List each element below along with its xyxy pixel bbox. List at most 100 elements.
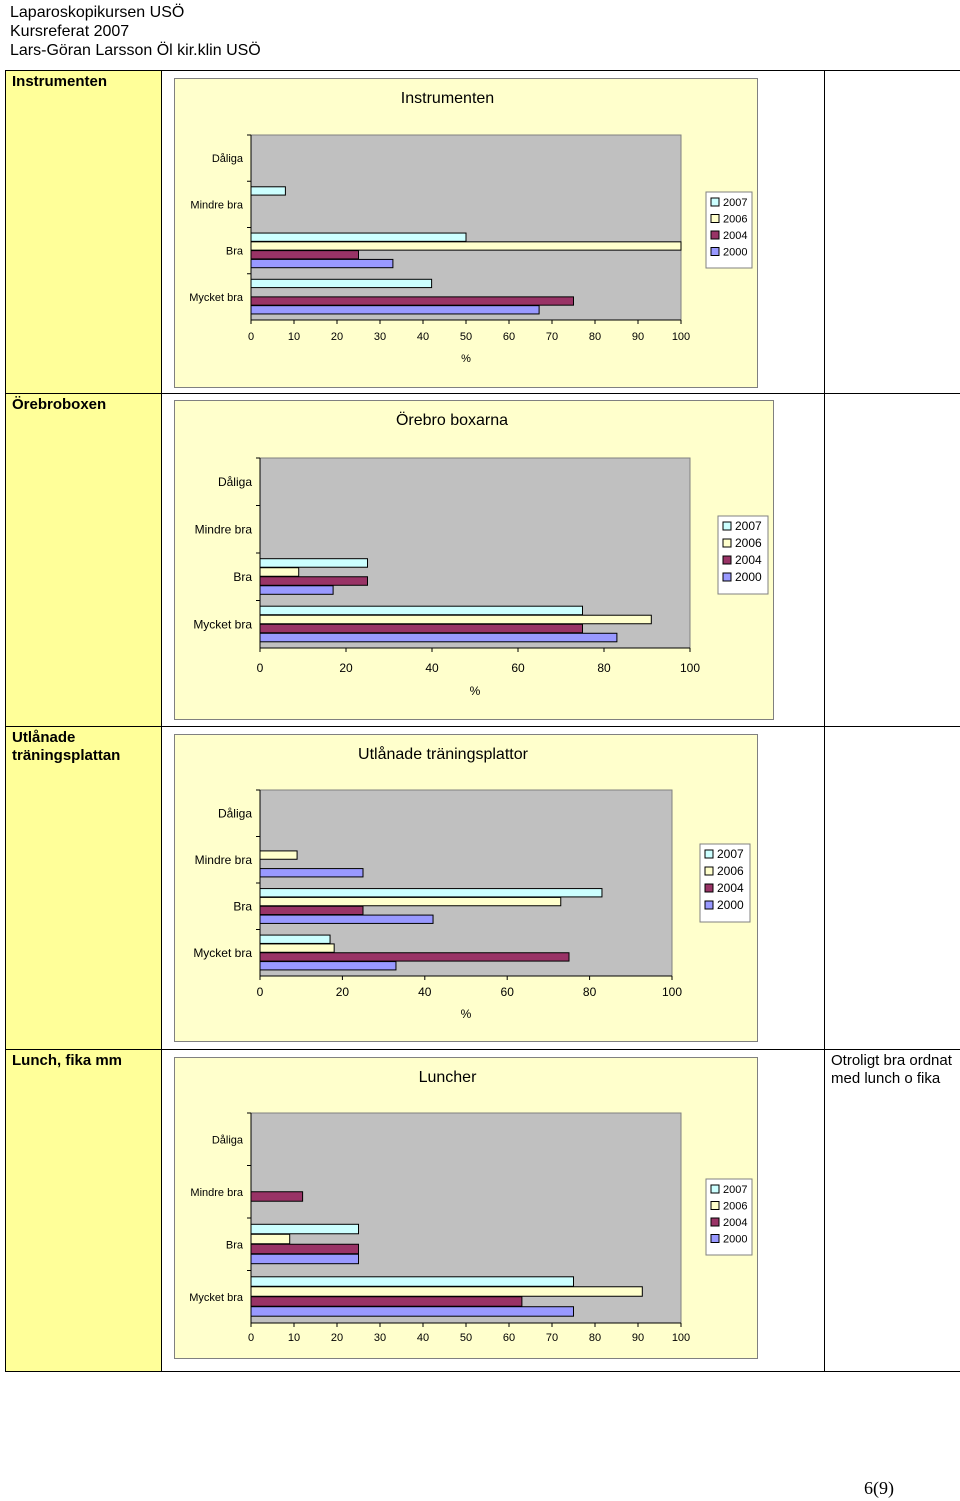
chart-orebro-boxarna: Örebro boxarna 0 20 40 60 80 100% Dåliga Mindre … <box>174 400 774 720</box>
legend-label: 2004 <box>723 230 747 242</box>
x-tick-label: 40 <box>425 661 439 675</box>
legend-swatch <box>710 1184 720 1194</box>
legend-swatch <box>722 555 732 565</box>
bar-2007 <box>259 605 583 616</box>
x-tick-label: 0 <box>257 661 264 675</box>
x-tick-label: 80 <box>597 661 611 675</box>
bar-2006 <box>259 850 298 860</box>
legend-swatch <box>710 214 720 223</box>
y-category-label: Mindre bra <box>190 1187 243 1199</box>
bar-2004 <box>250 1191 304 1202</box>
legend-label: 2007 <box>723 197 747 209</box>
x-tick-label: 10 <box>288 331 300 343</box>
legend-swatch <box>710 197 720 207</box>
bar-2006 <box>259 896 562 907</box>
legend-swatch <box>704 849 714 859</box>
comment-cell <box>824 726 960 1050</box>
bar-2006 <box>250 1286 643 1297</box>
y-category-label: Mindre bra <box>195 522 253 536</box>
x-tick-label: 20 <box>336 985 350 999</box>
bar-2007 <box>250 1223 359 1235</box>
legend-label: 2004 <box>735 553 762 567</box>
bar-2006 <box>259 943 335 953</box>
x-tick-label: 90 <box>632 331 644 343</box>
legend-swatch <box>704 866 714 876</box>
chart-utlanade-traningsplattor: Utlånade träningsplattor 0 20 40 60 80 100% Dål… <box>174 734 758 1042</box>
row-label-cell: Utlånade träningsplattan <box>5 726 162 1050</box>
y-category-label: Dåliga <box>218 806 252 820</box>
bar-2007 <box>259 558 368 568</box>
header-course: Laparoskopikursen USÖ <box>10 4 185 21</box>
bar-2007 <box>250 1276 574 1287</box>
bar-2000 <box>250 1253 359 1265</box>
bar-2004 <box>250 296 574 306</box>
bar-2000 <box>259 961 397 971</box>
bar-2000 <box>259 585 334 595</box>
legend-label: 2004 <box>723 1217 747 1229</box>
x-tick-label: 0 <box>248 331 254 343</box>
row-label: Lunch, fika mm <box>12 1052 123 1069</box>
legend-swatch <box>710 1201 720 1210</box>
bar-2000 <box>250 258 394 269</box>
legend-swatch <box>710 230 720 240</box>
chart-luncher: Luncher 0 10 20 30 40 50 60 70 80 90 100 Dåliga Mindr… <box>174 1057 758 1359</box>
bar-2007 <box>250 278 433 289</box>
bar-2004 <box>250 1296 523 1307</box>
y-category-label: Dåliga <box>218 475 252 489</box>
x-tick-label: 60 <box>501 985 515 999</box>
legend-label: 2000 <box>723 1234 747 1246</box>
row-comment <box>825 71 960 75</box>
comment-cell <box>824 70 960 394</box>
x-tick-label: 20 <box>331 331 343 343</box>
y-category-label: Dåliga <box>212 1134 244 1146</box>
y-category-label: Dåliga <box>212 153 244 165</box>
legend-swatch <box>722 572 732 582</box>
bar-2006 <box>250 1233 291 1245</box>
x-tick-label: 30 <box>374 1332 386 1344</box>
y-category-label: Mycket bra <box>189 1292 244 1304</box>
y-category-label: Bra <box>233 899 252 913</box>
x-axis-label: % <box>461 353 471 365</box>
legend-swatch <box>722 521 732 531</box>
x-tick-label: 0 <box>248 1332 254 1344</box>
legend-swatch <box>704 883 714 893</box>
bar-2004 <box>259 576 368 586</box>
bar-2000 <box>250 1306 574 1317</box>
x-tick-label: 80 <box>589 331 601 343</box>
x-tick-label: 80 <box>583 985 597 999</box>
x-tick-label: 40 <box>418 985 432 999</box>
x-tick-label: 100 <box>672 1332 690 1344</box>
x-tick-label: 100 <box>662 985 682 999</box>
x-tick-label: 60 <box>503 1332 515 1344</box>
bar-2006 <box>259 614 652 625</box>
legend-label: 2006 <box>723 214 747 226</box>
bar-2004 <box>259 623 583 634</box>
row-label: Utlånade träningsplattan <box>12 729 121 764</box>
row-label: Instrumenten <box>12 73 108 90</box>
chart-title: Instrumenten <box>401 90 494 107</box>
x-tick-label: 30 <box>374 331 386 343</box>
y-category-label: Mycket bra <box>193 946 252 960</box>
plot-area <box>250 134 682 321</box>
bar-2007 <box>259 934 331 944</box>
legend-label: 2007 <box>717 847 744 861</box>
legend-label: 2000 <box>735 570 762 584</box>
bar-2000 <box>259 914 434 924</box>
legend-label: 2007 <box>723 1184 747 1196</box>
legend-swatch <box>722 538 732 548</box>
bar-2006 <box>259 567 300 577</box>
bar-2000 <box>250 305 540 315</box>
page-number: 6(9) <box>864 1478 894 1498</box>
x-tick-label: 10 <box>288 1332 300 1344</box>
legend-swatch <box>704 900 714 910</box>
chart-instrumenten: Instrumenten 0 10 20 30 40 50 60 70 80 90 100% Dålig… <box>174 78 758 388</box>
y-category-label: Mycket bra <box>193 617 252 631</box>
x-tick-label: 0 <box>257 985 264 999</box>
x-tick-label: 100 <box>672 331 690 343</box>
bar-2000 <box>259 868 364 878</box>
chart-title: Utlånade träningsplattor <box>358 745 529 763</box>
y-category-label: Bra <box>226 1239 244 1251</box>
x-tick-label: 90 <box>632 1332 644 1344</box>
chart-title: Örebro boxarna <box>396 411 508 429</box>
x-tick-label: 60 <box>503 331 515 343</box>
